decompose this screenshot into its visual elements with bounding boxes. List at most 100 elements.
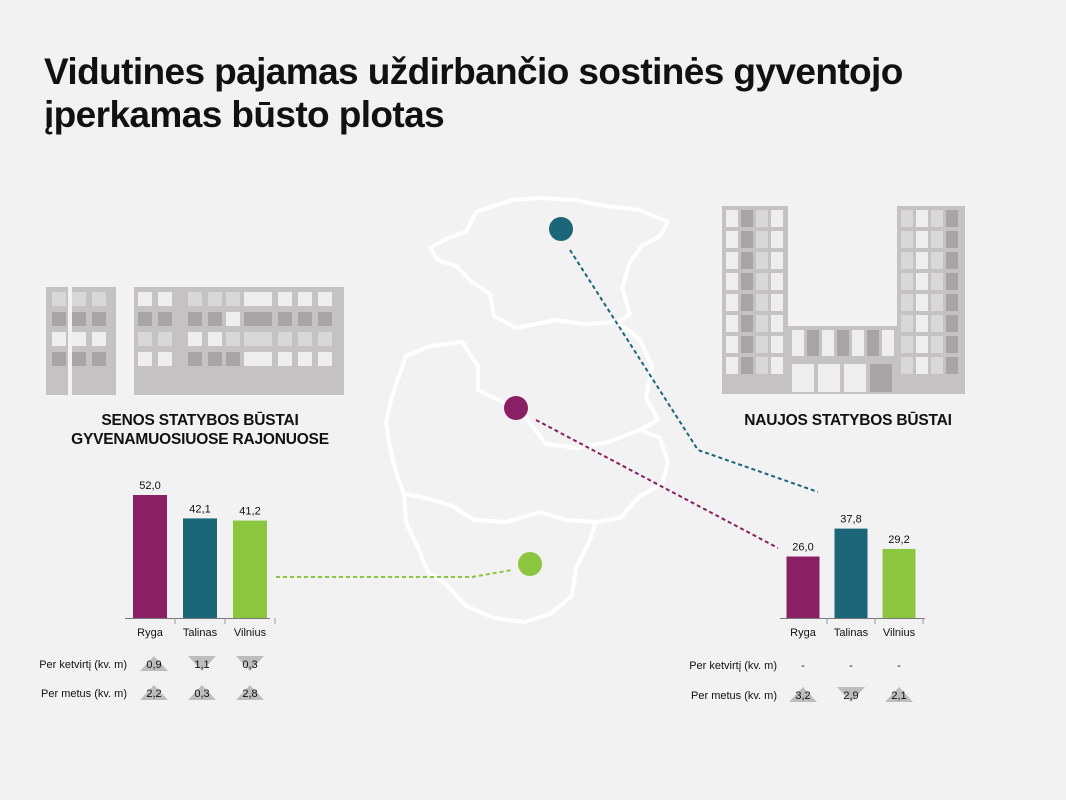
building-window — [741, 315, 753, 332]
bar-ryga — [786, 556, 820, 618]
building-window — [726, 336, 738, 353]
category-label: Talinas — [183, 627, 218, 639]
building-window — [208, 352, 222, 366]
building-window — [741, 294, 753, 311]
old-buildings-bar-chart: 52,0 Ryga 42,1 Talinas 41,2 Vilnius — [125, 480, 276, 639]
building-window — [208, 332, 222, 346]
increase-arrow-icon — [140, 656, 168, 671]
building-window — [258, 332, 272, 346]
building-window — [92, 292, 106, 306]
building-window — [946, 273, 958, 290]
quarter-change-value: 0,3 — [242, 659, 257, 671]
building-window — [901, 273, 913, 290]
new-buildings-bar-chart: 26,0 Ryga 37,8 Talinas 29,2 Vilnius — [780, 514, 925, 639]
building-window — [771, 294, 783, 311]
page-title: Vidutines pajamas uždirbančio sostinės g… — [44, 51, 903, 135]
building-window — [226, 292, 240, 306]
building-window — [298, 312, 312, 326]
row-label-quarter: Per ketvirtį (kv. m) — [689, 660, 777, 672]
bar-value-label: 52,0 — [139, 480, 160, 492]
bar-talinas — [183, 518, 217, 618]
building-window — [741, 357, 753, 374]
year-change-value: 3,2 — [795, 690, 810, 702]
lithuania-outline — [402, 492, 598, 624]
building-window — [258, 312, 272, 326]
building-gap — [116, 287, 134, 395]
bar-vilnius — [233, 520, 267, 618]
building-window — [756, 210, 768, 227]
increase-arrow-icon — [885, 687, 913, 702]
new-apartment-building-illustration — [722, 206, 965, 394]
building-window — [916, 252, 928, 269]
building-window — [318, 352, 332, 366]
building-window — [756, 231, 768, 248]
bar-value-label: 37,8 — [840, 514, 861, 526]
old-apartment-building-illustration — [46, 287, 344, 395]
building-window — [188, 332, 202, 346]
building-window — [188, 292, 202, 306]
building-window — [882, 330, 894, 356]
decrease-arrow-icon — [837, 687, 865, 702]
estonia-outline — [428, 196, 670, 330]
building-window — [741, 252, 753, 269]
quarter-change-value: 0,9 — [146, 659, 161, 671]
new-buildings-label: NAUJOS STATYBOS BŪSTAI — [744, 412, 952, 429]
old-buildings-label-line2: GYVENAMUOSIUOSE RAJONUOSE — [71, 431, 329, 448]
building-window — [901, 252, 913, 269]
new-buildings-change-table: Per ketvirtį (kv. m) Per metus (kv. m) - - -… — [689, 660, 913, 702]
building-window — [837, 330, 849, 356]
building-window — [901, 210, 913, 227]
building-window — [278, 292, 292, 306]
building-door — [844, 364, 866, 392]
building-window — [771, 231, 783, 248]
building-window — [741, 273, 753, 290]
building-window — [726, 357, 738, 374]
category-label: Ryga — [790, 627, 817, 639]
building-window — [756, 273, 768, 290]
row-label-year: Per metus (kv. m) — [41, 688, 127, 700]
building-window — [771, 336, 783, 353]
building-window — [946, 210, 958, 227]
building-window — [756, 357, 768, 374]
building-window — [726, 231, 738, 248]
building-window — [931, 231, 943, 248]
building-window — [822, 330, 834, 356]
building-window — [741, 231, 753, 248]
building-window — [52, 312, 66, 326]
building-window — [901, 315, 913, 332]
building-window — [756, 315, 768, 332]
building-window — [726, 294, 738, 311]
year-change-value: 0,3 — [194, 688, 209, 700]
old-buildings-change-table: Per ketvirtį (kv. m) Per metus (kv. m) 0,9… — [39, 656, 264, 700]
building-window — [771, 252, 783, 269]
building-window — [226, 312, 240, 326]
quarter-change-value: - — [801, 660, 805, 672]
building-window — [946, 294, 958, 311]
building-window — [726, 252, 738, 269]
building-window — [158, 352, 172, 366]
building-window — [92, 352, 106, 366]
increase-arrow-icon — [789, 687, 817, 702]
building-window — [72, 332, 86, 346]
building-window — [278, 332, 292, 346]
vilnius-map-marker — [518, 552, 542, 576]
building-door — [792, 364, 814, 392]
building-window — [298, 292, 312, 306]
baltic-map — [384, 196, 670, 624]
vilnius-connector-line — [276, 569, 513, 578]
bar-ryga — [133, 495, 167, 618]
building-window — [901, 357, 913, 374]
quarter-change-value: - — [897, 660, 901, 672]
building-window — [946, 252, 958, 269]
row-label-quarter: Per ketvirtį (kv. m) — [39, 659, 127, 671]
old-buildings-label: SENOS STATYBOS BŪSTAI GYVENAMUOSIUOSE RA… — [60, 411, 340, 449]
building-window — [188, 352, 202, 366]
building-window — [92, 312, 106, 326]
building-window — [916, 273, 928, 290]
building-window — [946, 231, 958, 248]
building-window — [226, 332, 240, 346]
building-window — [138, 312, 152, 326]
building-window — [244, 332, 258, 346]
building-window — [916, 231, 928, 248]
bar-vilnius — [882, 548, 916, 618]
